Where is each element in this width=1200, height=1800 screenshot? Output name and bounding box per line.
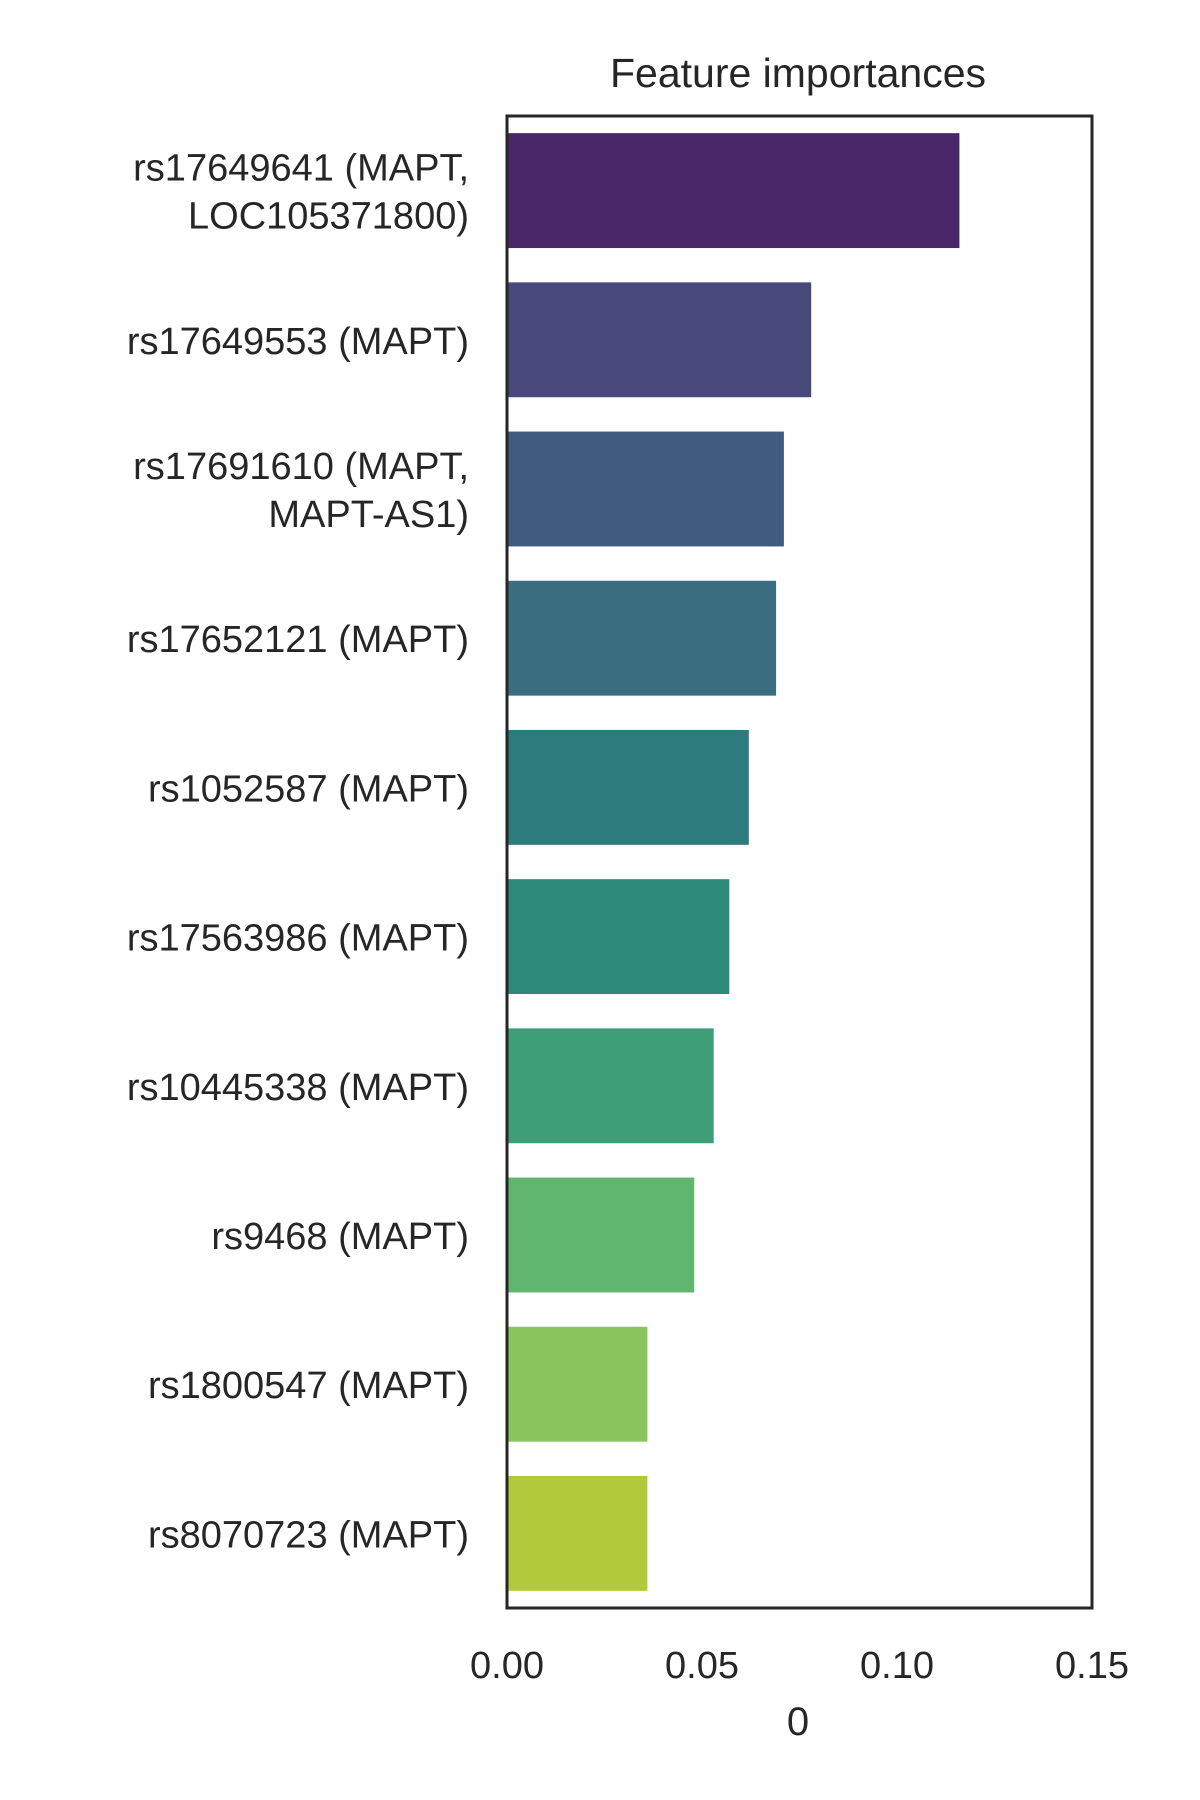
y-tick-label: rs17649553 (MAPT) [127, 321, 469, 363]
bar-5 [508, 729, 749, 845]
x-tick-label: 0.00 [470, 1645, 544, 1687]
chart-title: Feature importances [610, 50, 986, 96]
y-tick-label: rs8070723 (MAPT) [148, 1514, 469, 1556]
y-tick-label: LOC105371800) [188, 196, 469, 238]
y-tick-labels: rs17649641 (MAPT, LOC105371800) rs17649553… [127, 148, 469, 1557]
x-tick-label: 0.10 [860, 1645, 934, 1687]
y-tick-label: rs9468 (MAPT) [211, 1216, 469, 1258]
y-tick-label: rs1052587 (MAPT) [148, 768, 469, 810]
x-axis-label: 0 [787, 1700, 809, 1744]
bar-1 [508, 133, 960, 249]
y-tick-label: rs10445338 (MAPT) [127, 1067, 469, 1109]
y-tick-label: rs1800547 (MAPT) [148, 1365, 469, 1407]
x-tick-labels: 0.00 0.05 0.10 0.15 [470, 1645, 1129, 1687]
bar-4 [508, 580, 777, 696]
bar-6 [508, 879, 730, 995]
y-tick-label: rs17652121 (MAPT) [127, 619, 469, 661]
bar-2 [508, 282, 812, 398]
bar-10 [508, 1475, 648, 1591]
y-tick-label: rs17691610 (MAPT, [133, 446, 469, 488]
y-tick-label: rs17563986 (MAPT) [127, 918, 469, 960]
bar-7 [508, 1028, 714, 1144]
bars-layer [508, 133, 960, 1591]
y-tick-label: MAPT-AS1) [268, 494, 469, 536]
x-tick-label: 0.05 [665, 1645, 739, 1687]
bar-9 [508, 1326, 648, 1442]
plot-frame [505, 114, 1094, 1610]
y-tick-label: rs17649641 (MAPT, [133, 148, 469, 190]
bar-8 [508, 1177, 695, 1293]
x-tick-label: 0.15 [1055, 1645, 1129, 1687]
bar-3 [508, 431, 784, 547]
